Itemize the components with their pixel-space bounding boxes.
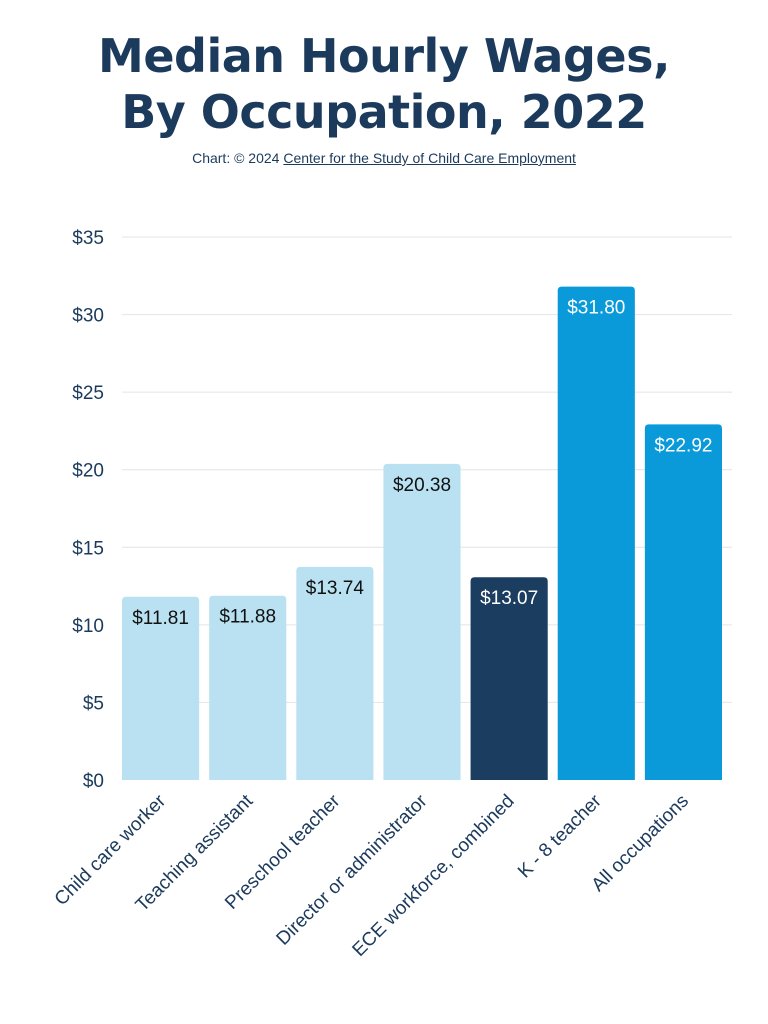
y-tick-label: $15	[72, 538, 104, 559]
y-tick-label: $30	[72, 306, 104, 327]
data-label: $11.88	[219, 607, 276, 628]
chart-title-line-2: By Occupation, 2022	[121, 85, 647, 139]
data-label: $13.74	[306, 578, 365, 599]
data-label: $13.07	[480, 588, 538, 609]
data-label: $31.80	[567, 298, 625, 319]
credit-prefix: Chart: © 2024	[192, 150, 280, 166]
data-label: $20.38	[393, 475, 451, 496]
bar	[122, 596, 200, 780]
y-tick-label: $5	[83, 693, 104, 714]
bar	[383, 463, 461, 780]
bar	[644, 424, 722, 780]
bar	[209, 595, 287, 780]
y-axis: $0 $5 $10 $15 $20 $25 $30 $35	[72, 228, 104, 792]
x-tick-label: ECE workforce, combined	[349, 791, 519, 961]
chart-credit: Chart: © 2024 Center for the Study of Ch…	[0, 150, 768, 166]
data-label: $22.92	[654, 435, 712, 456]
y-tick-label: $35	[72, 228, 104, 249]
bar	[470, 577, 548, 780]
chart-title-line-1: Median Hourly Wages,	[98, 29, 670, 83]
y-tick-label: $25	[72, 383, 104, 404]
chart-title: Median Hourly Wages, By Occupation, 2022	[0, 28, 768, 140]
x-tick-label: K - 8 teacher	[514, 790, 606, 882]
credit-link[interactable]: Center for the Study of Child Care Emplo…	[283, 150, 576, 166]
bar	[557, 286, 635, 780]
y-tick-label: $20	[72, 461, 104, 482]
y-tick-label: $0	[83, 771, 104, 792]
bars: $11.81 $11.88 $13.74 $20.38 $13.07 $31.80 $22.…	[122, 286, 722, 780]
data-label: $11.81	[132, 608, 189, 629]
x-tick-label: Director or administrator	[273, 790, 432, 949]
bar	[296, 566, 374, 780]
y-tick-label: $10	[72, 616, 104, 637]
